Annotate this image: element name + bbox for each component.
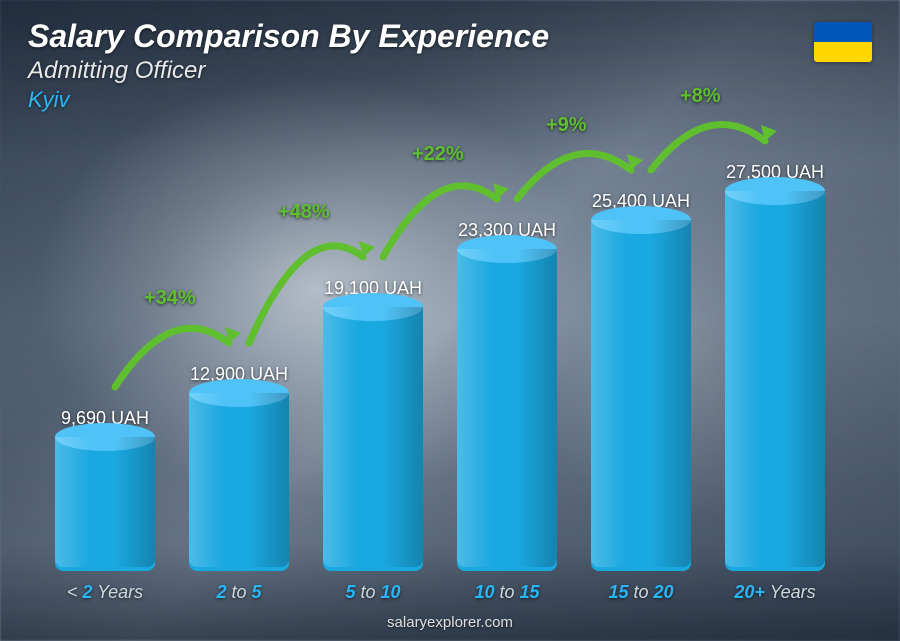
bar-light [725,191,760,567]
bar-shade [785,191,825,567]
bar-wrap: 12,900 UAH [178,364,300,571]
bar-light [55,437,90,567]
bar-light [457,249,492,567]
flag-bottom-stripe [814,42,872,62]
bar [591,220,691,571]
pct-increase-label: +22% [412,143,464,166]
category-label: 10 to 15 [446,582,568,603]
bar-wrap: 9,690 UAH [44,408,166,571]
pct-increase-label: +9% [546,114,587,137]
bar-light [323,307,358,567]
bar-shade [517,249,557,567]
bar [725,191,825,571]
job-title: Admitting Officer [28,57,549,85]
category-label: 5 to 10 [312,582,434,603]
bar-wrap: 19,100 UAH [312,278,434,571]
bar-shade [249,393,289,567]
category-label: 2 to 5 [178,582,300,603]
bar [189,393,289,571]
pct-increase-label: +48% [278,201,330,224]
bar-light [591,220,626,567]
bar-shade [115,437,155,567]
bar [323,307,423,571]
location-label: Kyiv [28,87,549,113]
bar-shade [651,220,691,567]
footer-credit: salaryexplorer.com [0,614,900,631]
category-label: 15 to 20 [580,582,702,603]
bar-wrap: 25,400 UAH [580,191,702,571]
flag-top-stripe [814,22,872,42]
bar [457,249,557,571]
bar [55,437,155,571]
category-label: 20+ Years [714,582,836,603]
bar-chart: 9,690 UAH12,900 UAH19,100 UAH23,300 UAH2… [30,140,850,571]
bar-shade [383,307,423,567]
pct-increase-label: +34% [144,287,196,310]
category-label: < 2 Years [44,582,166,603]
infographic-container: Salary Comparison By Experience Admittin… [0,0,900,641]
page-title: Salary Comparison By Experience [28,18,549,55]
bar-light [189,393,224,567]
bar-wrap: 27,500 UAH [714,162,836,571]
ukraine-flag-icon [814,22,872,62]
pct-increase-label: +8% [680,85,721,108]
bars-group: 9,690 UAH12,900 UAH19,100 UAH23,300 UAH2… [30,140,850,571]
category-labels: < 2 Years 2 to 5 5 to 10 10 to 15 15 to 20 20… [30,582,850,603]
bar-wrap: 23,300 UAH [446,220,568,571]
header: Salary Comparison By Experience Admittin… [28,18,549,113]
